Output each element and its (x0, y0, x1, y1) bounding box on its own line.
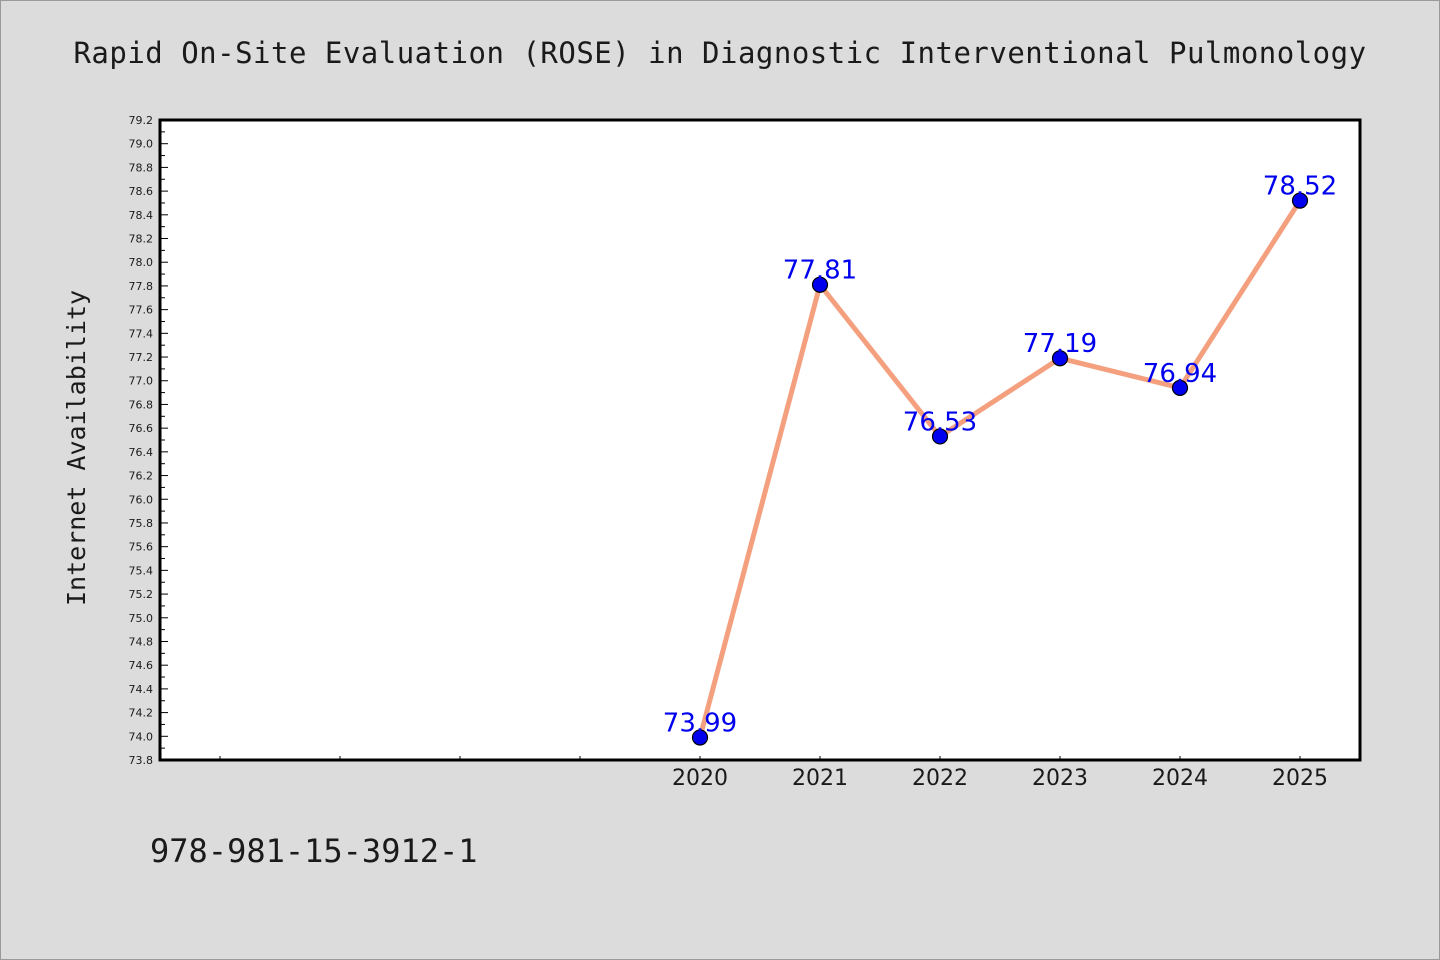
data-point (811, 276, 829, 293)
data-point (1051, 350, 1069, 367)
y-tick-label: 76.0 (129, 493, 154, 506)
y-tick-label: 76.2 (129, 470, 154, 483)
y-tick-label: 75.4 (129, 564, 154, 577)
y-tick-label: 77.8 (129, 280, 154, 293)
x-tick-label: 2023 (1032, 766, 1088, 791)
x-tick-label: 2021 (792, 766, 848, 791)
y-tick-label: 77.0 (129, 375, 154, 388)
data-point (1291, 192, 1309, 209)
data-label: 73.99 (663, 708, 737, 738)
y-tick-label: 74.4 (129, 683, 154, 696)
y-tick-label: 74.0 (129, 730, 154, 743)
y-tick-label: 77.6 (129, 304, 154, 317)
y-tick-label: 78.8 (129, 161, 154, 174)
x-tick-label: 2020 (672, 766, 728, 791)
series-layer: 73.99 77.81 76.53 77.19 76.94 78.52 (663, 172, 1337, 746)
data-label: 76.53 (903, 407, 977, 437)
y-tick-label: 76.4 (129, 446, 154, 459)
y-tick-label: 78.0 (129, 256, 154, 269)
y-tick-label: 75.0 (129, 612, 154, 625)
data-point (1171, 379, 1189, 396)
y-tick-label: 79.0 (129, 138, 154, 151)
y-tick-label: 75.2 (129, 588, 154, 601)
y-tick-label: 74.6 (129, 659, 154, 672)
y-tick-label: 73.8 (129, 754, 154, 767)
y-tick-label: 77.2 (129, 351, 154, 364)
data-label: 77.81 (783, 256, 857, 286)
y-axis: 73.8 74.0 74.2 74.4 74.6 74.8 75.0 75.2 75.4 75.6… (129, 114, 168, 767)
y-tick-label: 76.8 (129, 398, 154, 411)
y-tick-label: 78.6 (129, 185, 154, 198)
plot-border (158, 118, 1362, 762)
data-point (931, 428, 949, 445)
y-tick-label: 79.2 (129, 114, 154, 127)
x-tick-label: 2024 (1152, 766, 1208, 791)
y-tick-label: 75.6 (129, 541, 154, 554)
y-tick-label: 74.2 (129, 707, 154, 720)
x-tick-label: 2022 (912, 766, 968, 791)
x-tick-label: 2025 (1272, 766, 1328, 791)
plot-area (160, 120, 1360, 760)
y-tick-label: 75.8 (129, 517, 154, 530)
series-line (697, 198, 1303, 740)
data-point (691, 729, 709, 746)
data-label: 77.19 (1023, 329, 1097, 359)
y-tick-label: 78.4 (129, 209, 154, 222)
footer-identifier: 978-981-15-3912-1 (150, 832, 478, 870)
y-tick-label: 74.8 (129, 635, 154, 648)
y-tick-label: 77.4 (129, 327, 154, 340)
y-axis-label: Internet Availability (62, 290, 91, 606)
x-axis: 2020 2021 2022 2023 2024 2025 (219, 756, 1328, 791)
y-tick-label: 76.6 (129, 422, 154, 435)
data-label: 76.94 (1143, 359, 1217, 389)
y-tick-label: 78.2 (129, 233, 154, 246)
data-label: 78.52 (1263, 172, 1337, 202)
chart-title: Rapid On-Site Evaluation (ROSE) in Diagn… (73, 36, 1367, 70)
